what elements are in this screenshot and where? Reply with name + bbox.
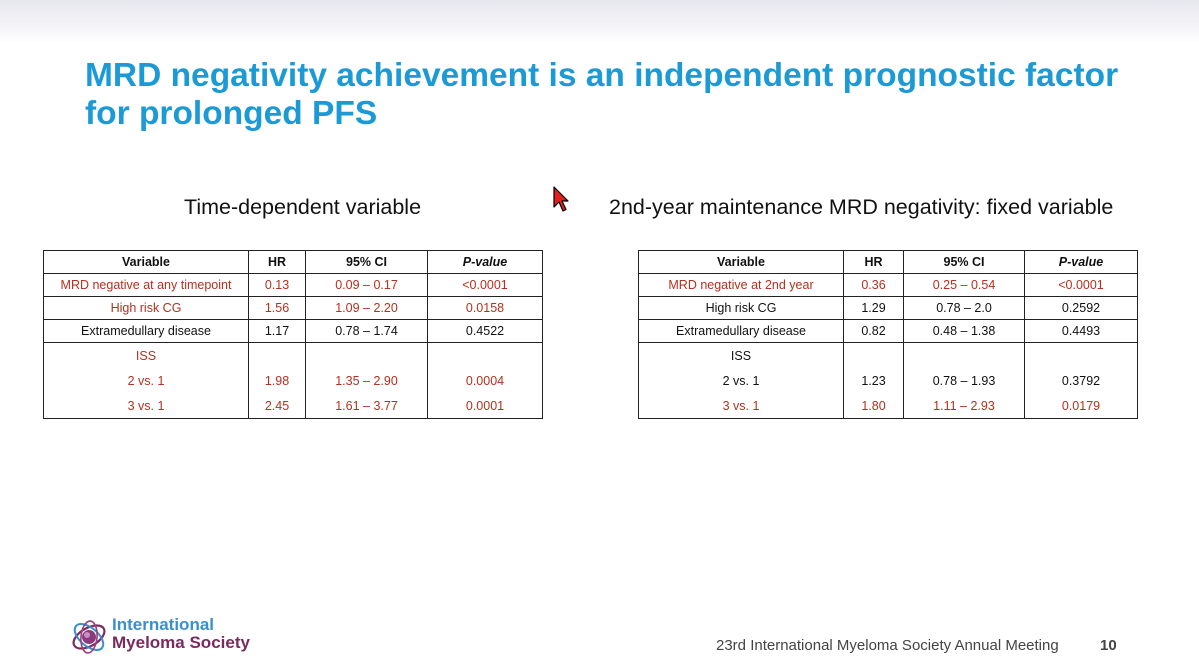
cell-hr: 1.17 — [248, 319, 306, 343]
cell-hr: 0.36 — [843, 273, 904, 297]
header-variable: Variable — [638, 250, 844, 274]
table-row-iss: ISS — [638, 342, 1138, 368]
cell-empty — [305, 342, 428, 368]
cell-ci: 1.09 – 2.20 — [305, 296, 428, 320]
table-row: Extramedullary disease 0.82 0.48 – 1.38 … — [638, 319, 1138, 343]
cell-iss-label: ISS — [638, 342, 844, 368]
cell-pvalue: 0.0001 — [427, 393, 543, 419]
cell-variable: Extramedullary disease — [43, 319, 249, 343]
cell-variable: MRD negative at any timepoint — [43, 273, 249, 297]
header-hr: HR — [843, 250, 904, 274]
table-header-row: Variable HR 95% CI P-value — [43, 250, 543, 274]
cell-ci: 0.25 – 0.54 — [903, 273, 1025, 297]
right-table-subtitle: 2nd-year maintenance MRD negativity: fix… — [609, 195, 1114, 219]
cell-empty — [427, 342, 543, 368]
table-row: 3 vs. 1 2.45 1.61 – 3.77 0.0001 — [43, 393, 543, 419]
cell-pvalue: 0.4493 — [1024, 319, 1138, 343]
cell-pvalue: 0.0158 — [427, 296, 543, 320]
left-results-table: Variable HR 95% CI P-value MRD negative … — [43, 250, 543, 419]
header-ci: 95% CI — [903, 250, 1025, 274]
header-hr: HR — [248, 250, 306, 274]
cell-ci: 0.78 – 1.93 — [903, 368, 1025, 393]
table-row: 3 vs. 1 1.80 1.11 – 2.93 0.0179 — [638, 393, 1138, 419]
cell-empty — [248, 342, 306, 368]
cell-pvalue: 0.0004 — [427, 368, 543, 393]
cell-iss-label: ISS — [43, 342, 249, 368]
cell-empty — [843, 342, 904, 368]
left-table-subtitle: Time-dependent variable — [184, 195, 422, 219]
cell-empty — [903, 342, 1025, 368]
cell-variable: MRD negative at 2nd year — [638, 273, 844, 297]
table-row: High risk CG 1.29 0.78 – 2.0 0.2592 — [638, 296, 1138, 320]
logo-line1: International — [112, 615, 215, 634]
cell-ci: 0.78 – 2.0 — [903, 296, 1025, 320]
cell-ci: 0.78 – 1.74 — [305, 319, 428, 343]
cell-hr: 2.45 — [248, 393, 306, 419]
cell-variable: Extramedullary disease — [638, 319, 844, 343]
page-number: 10 — [1100, 637, 1117, 654]
footer-text: 23rd International Myeloma Society Annua… — [716, 637, 1059, 654]
logo-orbit-icon — [72, 620, 106, 654]
cell-ci: 0.48 – 1.38 — [903, 319, 1025, 343]
right-results-table: Variable HR 95% CI P-value MRD negative … — [638, 250, 1138, 419]
table-row: 2 vs. 1 1.23 0.78 – 1.93 0.3792 — [638, 368, 1138, 393]
cell-pvalue: <0.0001 — [1024, 273, 1138, 297]
cell-hr: 1.56 — [248, 296, 306, 320]
table-row: 2 vs. 1 1.98 1.35 – 2.90 0.0004 — [43, 368, 543, 393]
cell-variable: 2 vs. 1 — [638, 368, 844, 393]
cell-pvalue: 0.2592 — [1024, 296, 1138, 320]
table-row: MRD negative at any timepoint 0.13 0.09 … — [43, 273, 543, 297]
header-pvalue: P-value — [1024, 250, 1138, 274]
ims-logo: International Myeloma Society — [68, 614, 278, 660]
cell-empty — [1024, 342, 1138, 368]
cell-variable: 3 vs. 1 — [43, 393, 249, 419]
header-variable: Variable — [43, 250, 249, 274]
cell-pvalue: 0.4522 — [427, 319, 543, 343]
cell-ci: 0.09 – 0.17 — [305, 273, 428, 297]
cell-ci: 1.11 – 2.93 — [903, 393, 1025, 419]
cell-variable: High risk CG — [43, 296, 249, 320]
table-row-iss: ISS — [43, 342, 543, 368]
cell-pvalue: <0.0001 — [427, 273, 543, 297]
cell-ci: 1.35 – 2.90 — [305, 368, 428, 393]
logo-line2: Myeloma Society — [112, 633, 250, 652]
header-ci: 95% CI — [305, 250, 428, 274]
mouse-pointer-icon — [553, 186, 569, 212]
table-header-row: Variable HR 95% CI P-value — [638, 250, 1138, 274]
header-pvalue: P-value — [427, 250, 543, 274]
cell-pvalue: 0.3792 — [1024, 368, 1138, 393]
cell-hr: 1.23 — [843, 368, 904, 393]
top-band — [0, 0, 1199, 44]
cell-hr: 0.82 — [843, 319, 904, 343]
cell-hr: 0.13 — [248, 273, 306, 297]
cell-variable: 3 vs. 1 — [638, 393, 844, 419]
slide-title: MRD negativity achievement is an indepen… — [85, 57, 1119, 132]
cell-hr: 1.80 — [843, 393, 904, 419]
table-row: MRD negative at 2nd year 0.36 0.25 – 0.5… — [638, 273, 1138, 297]
table-row: Extramedullary disease 1.17 0.78 – 1.74 … — [43, 319, 543, 343]
cell-variable: High risk CG — [638, 296, 844, 320]
cell-pvalue: 0.0179 — [1024, 393, 1138, 419]
cell-hr: 1.29 — [843, 296, 904, 320]
cell-ci: 1.61 – 3.77 — [305, 393, 428, 419]
cell-variable: 2 vs. 1 — [43, 368, 249, 393]
cell-hr: 1.98 — [248, 368, 306, 393]
table-row: High risk CG 1.56 1.09 – 2.20 0.0158 — [43, 296, 543, 320]
logo-text: International Myeloma Society — [112, 616, 250, 652]
